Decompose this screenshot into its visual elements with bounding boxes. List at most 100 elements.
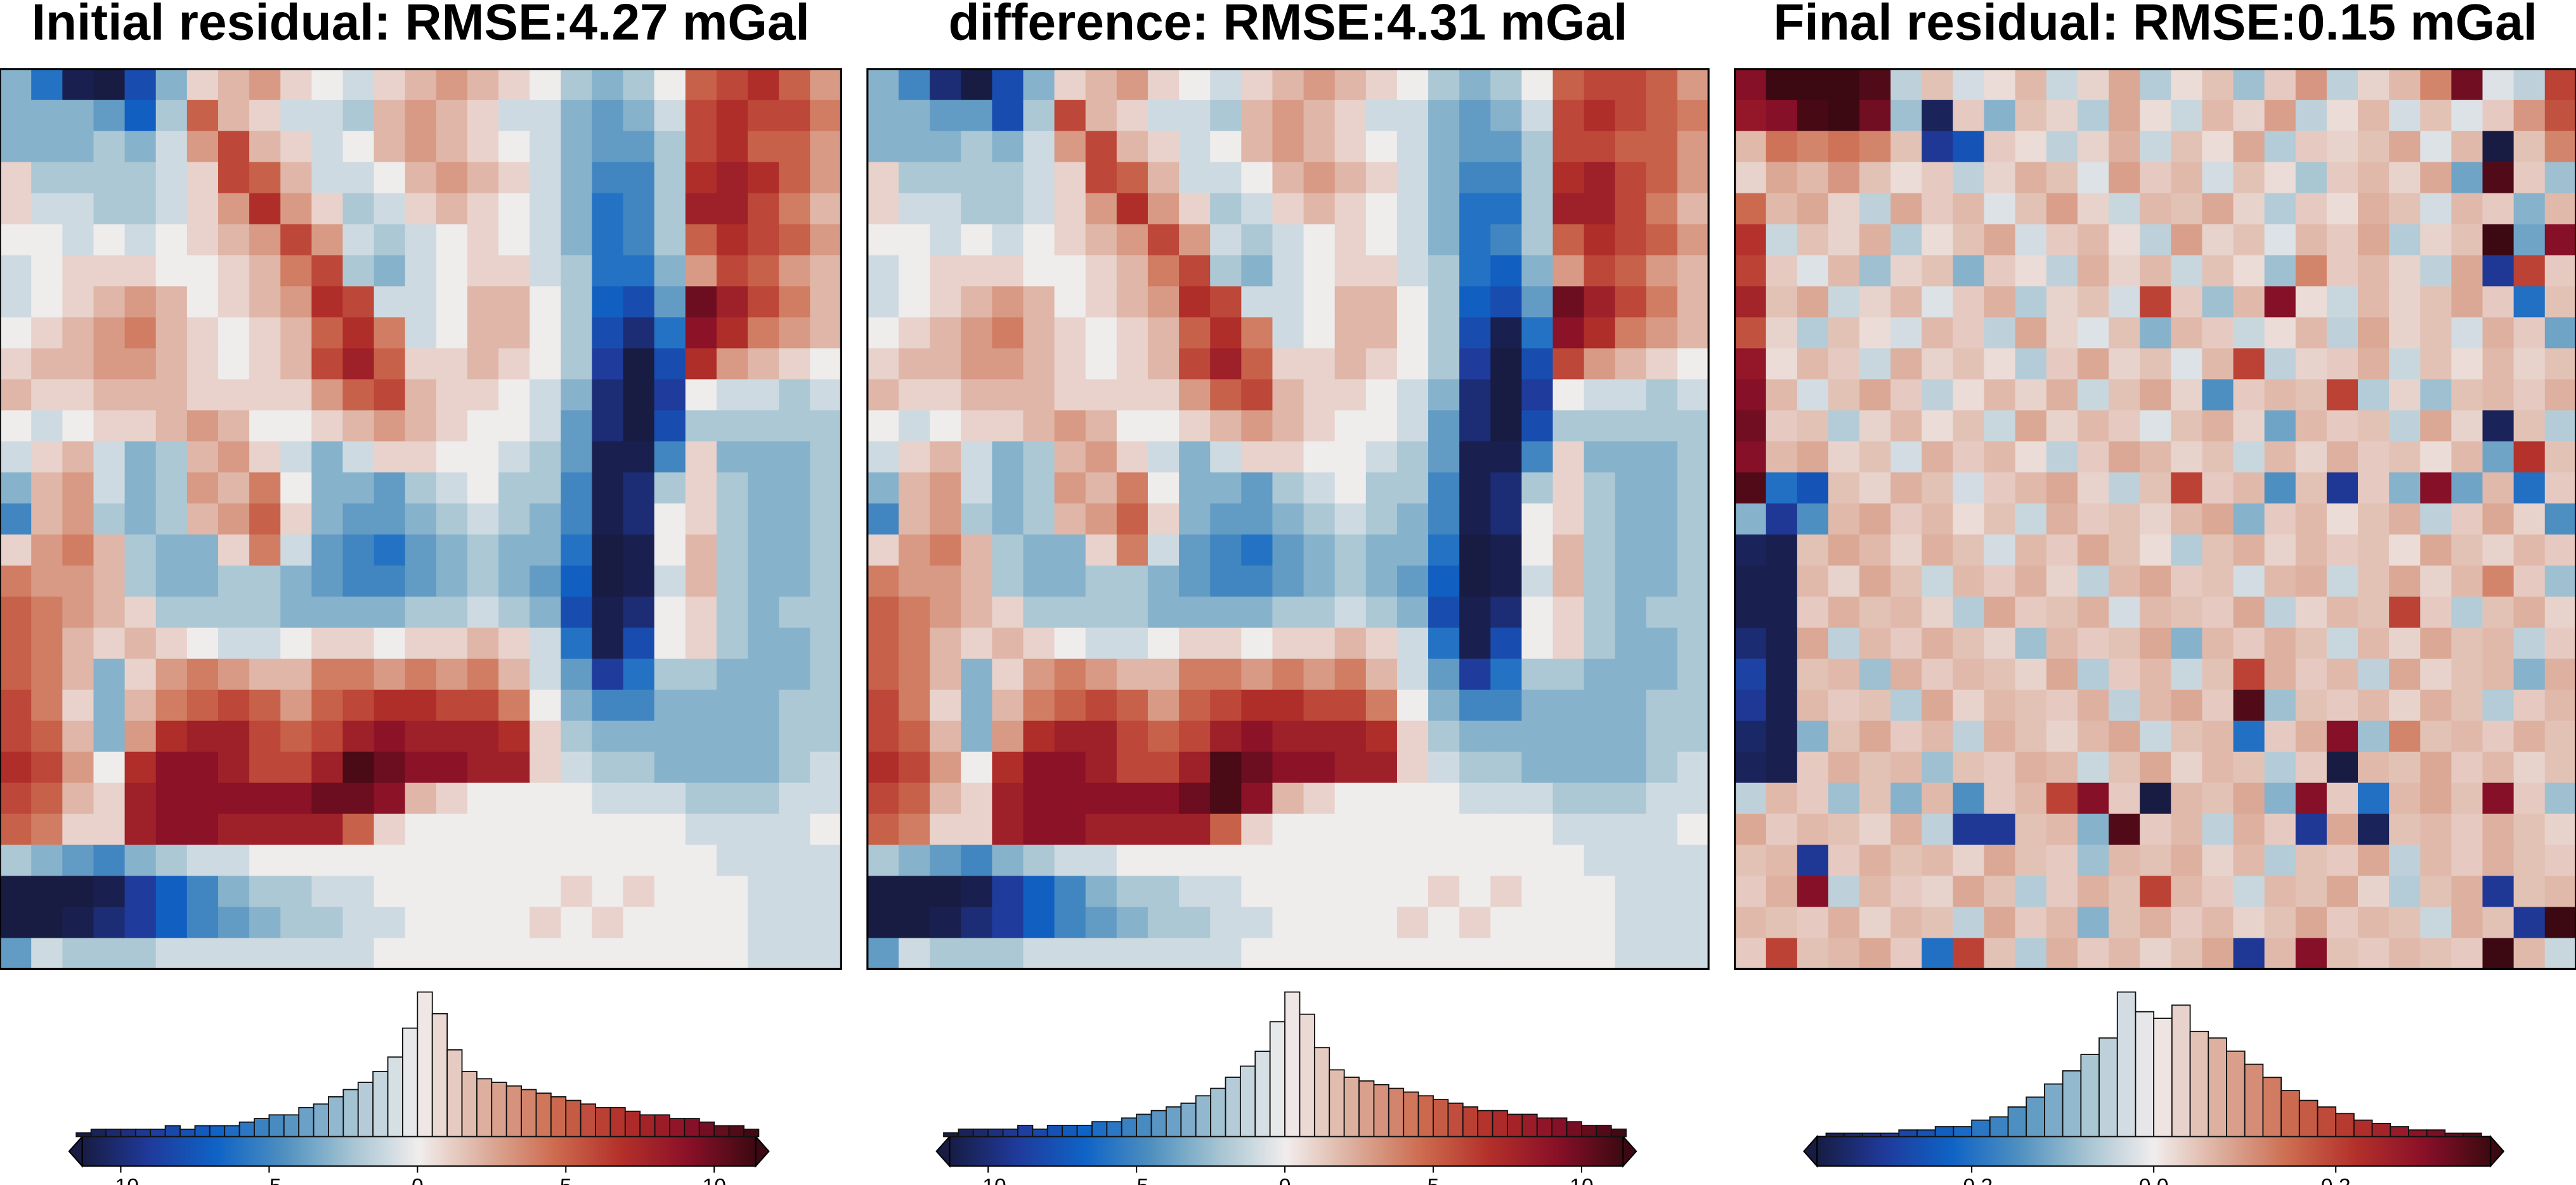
heatmap-cell: [2264, 441, 2296, 474]
colorbar-tick-label: −5: [1124, 1175, 1148, 1185]
heatmap-cell: [62, 907, 94, 939]
heatmap-cell: [623, 100, 655, 132]
heatmap-cell: [810, 317, 842, 349]
heatmap-cell: [1116, 503, 1148, 536]
histogram-bar: [1433, 1099, 1449, 1137]
colorbar: [1816, 1136, 2492, 1167]
heatmap-cell: [930, 472, 962, 505]
heatmap-cell: [62, 317, 94, 349]
heatmap-cell: [374, 286, 406, 318]
heatmap-cell: [186, 876, 219, 908]
heatmap-cell: [2171, 938, 2203, 970]
heatmap-cell: [1272, 876, 1304, 908]
heatmap-cell: [218, 410, 250, 443]
heatmap-cell: [530, 845, 562, 877]
heatmap-cell: [124, 720, 157, 753]
histogram-bar: [75, 1132, 92, 1137]
heatmap-cell: [592, 131, 624, 163]
heatmap-cell: [467, 627, 500, 659]
heatmap-cell: [685, 379, 717, 411]
heatmap-cell: [1766, 658, 1798, 690]
heatmap-cell: [685, 100, 717, 132]
heatmap-cell: [2295, 751, 2327, 784]
heatmap-cell: [1023, 131, 1055, 163]
heatmap-cell: [1828, 566, 1861, 597]
heatmap-cell: [1179, 627, 1211, 659]
heatmap-cell: [405, 193, 437, 225]
heatmap-cell: [1241, 348, 1273, 380]
heatmap-cell: [1023, 813, 1055, 846]
heatmap-cell: [1459, 596, 1492, 628]
heatmap-cell: [1179, 751, 1211, 784]
heatmap-cell: [374, 876, 406, 908]
heatmap-cell: [1584, 938, 1616, 970]
heatmap-cell: [2326, 534, 2359, 567]
heatmap-cell: [467, 224, 500, 256]
heatmap-cell: [2015, 658, 2047, 690]
heatmap-cell: [2326, 627, 2359, 659]
heatmap-cell: [1922, 348, 1954, 380]
heatmap-cell: [1677, 596, 1710, 628]
heatmap-cell: [1241, 162, 1273, 194]
heatmap-cell: [62, 876, 94, 908]
heatmap-cell: [280, 627, 313, 659]
heatmap-cell: [810, 689, 842, 722]
heatmap-cell: [249, 162, 282, 194]
heatmap-cell: [1734, 503, 1767, 536]
heatmap-cell: [1428, 131, 1460, 163]
heatmap-cell: [561, 410, 593, 443]
heatmap-cell: [280, 162, 313, 194]
heatmap-cell: [2326, 938, 2359, 970]
heatmap-cell: [1922, 131, 1954, 163]
heatmap-cell: [1085, 193, 1117, 225]
heatmap-cell: [218, 255, 250, 287]
heatmap-cell: [1859, 566, 1892, 597]
map-frame: [0, 68, 842, 970]
heatmap-cell: [1303, 751, 1336, 784]
heatmap-cell: [2077, 162, 2110, 194]
heatmap-cell: [374, 472, 406, 505]
heatmap-cell: [31, 658, 63, 690]
heatmap-cell: [218, 286, 250, 318]
heatmap-cell: [2389, 131, 2421, 163]
heatmap-cell: [1023, 379, 1055, 411]
heatmap-cell: [1428, 627, 1460, 659]
heatmap-cell: [1615, 100, 1647, 132]
heatmap-cell: [1828, 596, 1861, 628]
heatmap-cell: [2171, 100, 2203, 132]
heatmap-cell: [592, 193, 624, 225]
heatmap-cell: [1828, 131, 1861, 163]
histogram-bar: [2226, 1050, 2246, 1137]
heatmap-cell: [1890, 876, 1923, 908]
heatmap-cell: [1334, 720, 1367, 753]
heatmap-cell: [867, 379, 900, 411]
heatmap-cell: [1953, 441, 1985, 474]
heatmap-cell: [311, 907, 344, 939]
heatmap-cell: [218, 224, 250, 256]
heatmap-cell: [2233, 813, 2265, 846]
heatmap-cell: [779, 68, 811, 101]
heatmap-cell: [685, 658, 717, 690]
heatmap-cell: [1210, 100, 1242, 132]
histogram-bar: [2135, 1011, 2155, 1137]
heatmap-cell: [2326, 193, 2359, 225]
heatmap-cell: [1147, 845, 1180, 877]
heatmap-cell: [1054, 317, 1086, 349]
heatmap-cell: [186, 379, 219, 411]
histogram-bar: [609, 1107, 626, 1137]
heatmap-cell: [530, 938, 562, 970]
heatmap-cell: [1272, 255, 1304, 287]
heatmap-cell: [124, 224, 157, 256]
heatmap-cell: [0, 193, 32, 225]
heatmap-cell: [2451, 782, 2483, 815]
heatmap-cell: [374, 782, 406, 815]
heatmap-cell: [1210, 68, 1242, 101]
heatmap-cell: [0, 503, 32, 536]
heatmap-cell: [436, 193, 468, 225]
heatmap-cell: [405, 472, 437, 505]
heatmap-cell: [93, 534, 126, 567]
heatmap-cell: [62, 410, 94, 443]
heatmap-cell: [93, 876, 126, 908]
heatmap-cell: [249, 286, 282, 318]
heatmap-cell: [1922, 720, 1954, 753]
